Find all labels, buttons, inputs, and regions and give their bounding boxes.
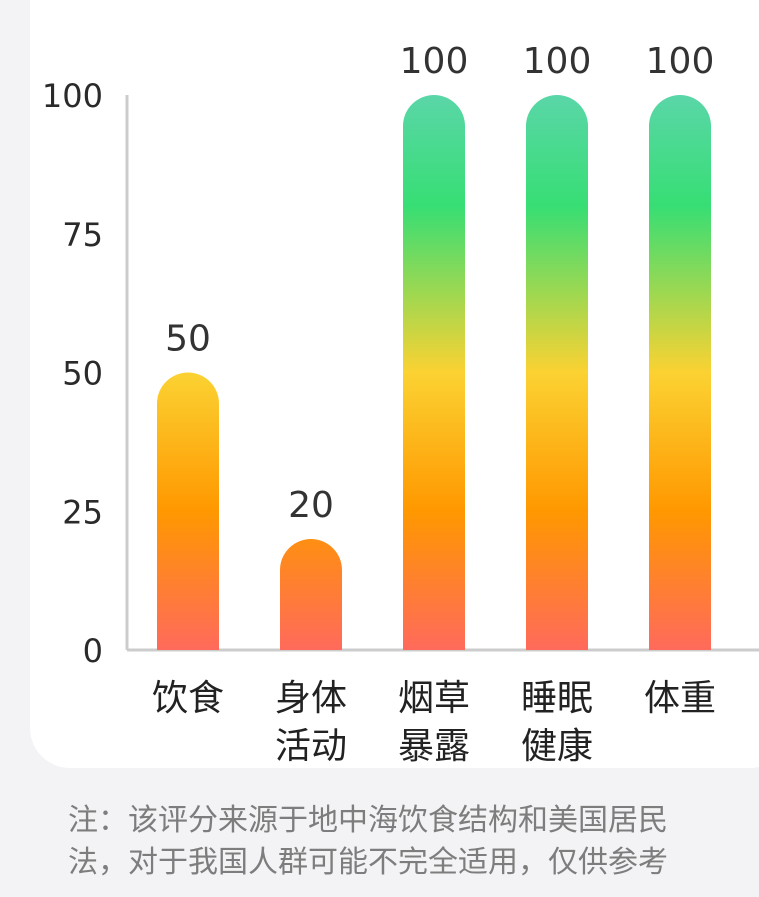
footnote-line-1: 注：该评分来源于地中海饮食结构和美国居民 [68, 800, 759, 842]
bar [649, 95, 711, 650]
bar [280, 539, 342, 650]
bar-value-label: 20 [288, 485, 334, 526]
footnote: 注：该评分来源于地中海饮食结构和美国居民 法，对于我国人群可能不完全适用，仅供参… [68, 800, 759, 884]
y-tick-label: 50 [62, 355, 103, 393]
y-tick-label: 0 [83, 632, 103, 670]
y-tick-label: 75 [62, 216, 103, 254]
x-tick-label: 睡眠 [521, 678, 593, 719]
x-tick-label: 饮食 [152, 678, 224, 719]
bar-value-label: 50 [165, 319, 211, 360]
bar-value-label: 100 [400, 41, 469, 82]
bar [403, 95, 465, 650]
bar-value-label: 100 [523, 41, 592, 82]
bar [526, 95, 588, 650]
y-tick-label: 100 [42, 77, 103, 115]
x-tick-label: 活动 [275, 726, 347, 767]
x-tick-label: 体重 [644, 678, 716, 719]
x-tick-label: 健康 [521, 726, 593, 767]
x-tick-label: 身体 [275, 678, 347, 719]
bar [157, 373, 219, 651]
x-tick-label: 暴露 [398, 726, 470, 767]
footnote-line-2: 法，对于我国人群可能不完全适用，仅供参考 [68, 842, 759, 884]
x-tick-label: 烟草 [398, 678, 470, 719]
bar-value-label: 100 [646, 41, 715, 82]
y-tick-label: 25 [62, 493, 103, 531]
